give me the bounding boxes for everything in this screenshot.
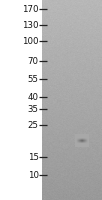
Text: 15: 15 bbox=[28, 152, 39, 162]
Text: 70: 70 bbox=[28, 56, 39, 66]
Text: 100: 100 bbox=[22, 36, 39, 46]
Text: 170: 170 bbox=[22, 4, 39, 14]
Text: 35: 35 bbox=[28, 104, 39, 114]
Text: 10: 10 bbox=[28, 170, 39, 180]
Text: 55: 55 bbox=[28, 74, 39, 84]
Text: 25: 25 bbox=[28, 120, 39, 130]
Text: 130: 130 bbox=[22, 21, 39, 29]
Text: 40: 40 bbox=[28, 92, 39, 102]
